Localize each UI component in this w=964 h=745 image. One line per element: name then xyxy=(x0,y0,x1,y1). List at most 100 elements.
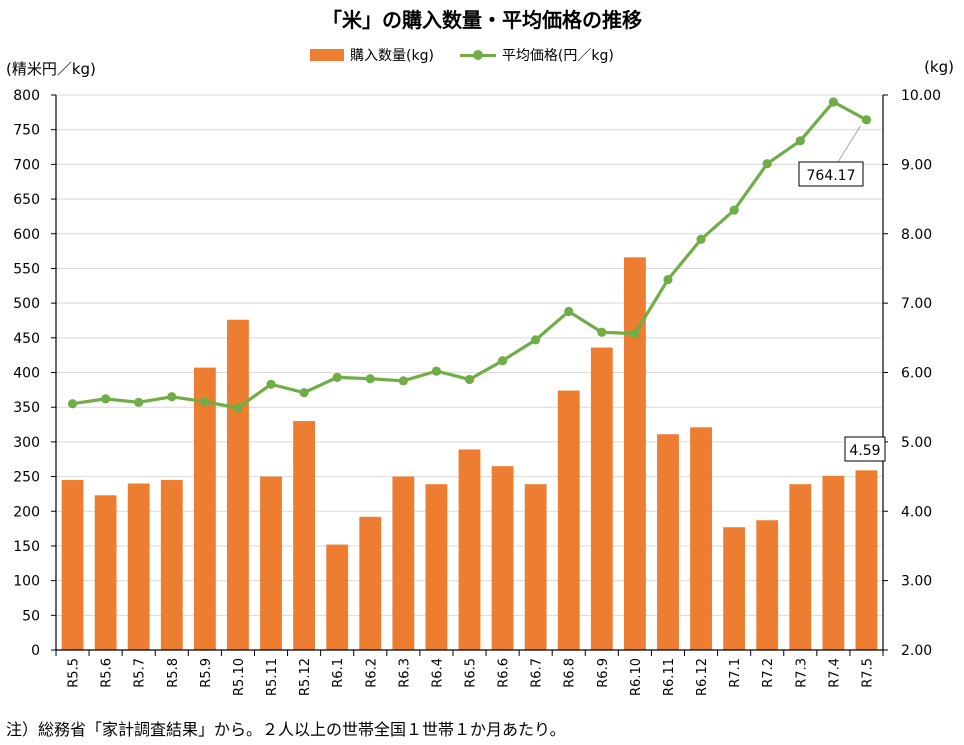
category-label: R7.1 xyxy=(728,658,743,688)
line-series xyxy=(67,97,872,413)
left-tick-label: 800 xyxy=(13,88,40,104)
line-point xyxy=(497,356,508,366)
line-point xyxy=(431,366,442,376)
price-callout-box xyxy=(798,161,864,187)
line-point xyxy=(564,306,574,317)
category-label: R6.2 xyxy=(364,658,379,688)
right-tick-label: 5.00 xyxy=(901,435,932,451)
left-tick-label: 600 xyxy=(13,227,40,243)
left-tick-label: 550 xyxy=(13,261,40,277)
line-point xyxy=(828,97,838,107)
bar xyxy=(524,484,547,650)
line-point xyxy=(266,379,276,389)
category-label: R5.7 xyxy=(133,658,148,688)
left-tick-label: 400 xyxy=(13,366,40,382)
bar xyxy=(491,466,514,650)
left-tick-label: 250 xyxy=(13,470,40,486)
bar xyxy=(756,520,779,650)
bar xyxy=(127,483,150,650)
left-tick-label: 300 xyxy=(13,435,40,451)
category-label: R5.5 xyxy=(67,658,82,688)
bar xyxy=(822,475,845,650)
category-label: R5.6 xyxy=(100,658,115,688)
left-tick-label: 700 xyxy=(13,157,40,173)
line-point xyxy=(531,335,541,345)
bar xyxy=(425,484,448,650)
bar xyxy=(557,390,580,650)
price-line xyxy=(72,100,868,410)
line-point xyxy=(365,374,375,384)
category-label: R6.4 xyxy=(430,658,445,688)
line-point xyxy=(729,205,739,215)
price-callout-leader xyxy=(837,125,861,163)
bar xyxy=(160,480,183,650)
quantity-callout-label: 4.59 xyxy=(849,443,880,459)
category-label: R7.2 xyxy=(761,658,776,688)
category-label: R5.10 xyxy=(232,658,247,696)
axis-tick-labels: 0 50 100 150 200 250 300 350 400 450 500 550 600 650 7… xyxy=(13,88,941,696)
bar-series xyxy=(61,257,878,650)
legend-item-price: 平均価格(円／kg) xyxy=(459,45,614,65)
left-tick-label: 50 xyxy=(22,608,40,624)
line-point xyxy=(233,403,243,413)
quantity-callout-box xyxy=(844,436,886,462)
bar xyxy=(392,476,415,650)
left-tick-label: 200 xyxy=(13,504,40,520)
line-point xyxy=(663,274,673,285)
annotations: 764.17 4.59 xyxy=(798,125,886,462)
right-tick-label: 8.00 xyxy=(901,227,932,243)
line-point xyxy=(332,372,342,382)
legend-item-quantity: 購入数量(kg) xyxy=(310,45,434,65)
left-tick-label: 650 xyxy=(13,192,40,208)
left-tick-label: 150 xyxy=(13,539,40,555)
bar xyxy=(94,495,117,650)
left-tick-label: 0 xyxy=(31,643,40,659)
line-point xyxy=(398,376,408,386)
line-point xyxy=(101,394,111,404)
legend-label-quantity: 購入数量(kg) xyxy=(350,48,434,64)
bar xyxy=(657,434,679,650)
legend-label-price: 平均価格(円／kg) xyxy=(501,48,614,64)
bar xyxy=(193,367,216,650)
chart-title: 「米」の購入数量・平均価格の推移 xyxy=(322,8,642,32)
line-point xyxy=(597,327,607,337)
category-label: R5.9 xyxy=(199,658,214,688)
line-point xyxy=(134,397,144,407)
footnote: 注）総務省「家計調査結果」から。２人以上の世帯全国１世帯１か月あたり。 xyxy=(6,720,566,739)
line-point xyxy=(795,136,805,146)
right-tick-label: 4.00 xyxy=(901,504,932,520)
line-point xyxy=(299,388,309,398)
right-tick-label: 2.00 xyxy=(901,643,932,659)
bar xyxy=(293,421,316,650)
bar xyxy=(260,476,282,650)
category-label: R6.1 xyxy=(331,658,346,688)
category-label: R5.11 xyxy=(265,658,280,696)
line-point xyxy=(861,115,872,125)
line-point xyxy=(200,397,210,407)
category-label: R6.6 xyxy=(497,658,512,688)
legend-swatch-bar xyxy=(310,49,344,61)
bar xyxy=(61,480,84,650)
bar xyxy=(590,347,613,650)
line-point xyxy=(696,234,706,244)
bar xyxy=(227,319,249,650)
category-label: R6.12 xyxy=(695,658,710,696)
left-tick-label: 100 xyxy=(13,574,40,590)
line-point xyxy=(464,374,475,385)
left-tick-label: 450 xyxy=(13,331,40,347)
category-label: R6.10 xyxy=(629,658,644,696)
right-tick-label: 6.00 xyxy=(901,366,932,382)
category-label: R6.11 xyxy=(662,658,677,696)
category-label: R6.3 xyxy=(397,658,412,688)
category-label: R5.8 xyxy=(166,658,181,688)
bar xyxy=(623,257,646,650)
category-label: R7.4 xyxy=(827,658,842,688)
line-point xyxy=(67,399,78,409)
category-label: R6.5 xyxy=(464,658,479,688)
bar xyxy=(326,544,349,650)
bar xyxy=(789,484,812,650)
bar xyxy=(723,527,746,650)
line-point xyxy=(762,159,772,169)
bar xyxy=(458,449,481,650)
